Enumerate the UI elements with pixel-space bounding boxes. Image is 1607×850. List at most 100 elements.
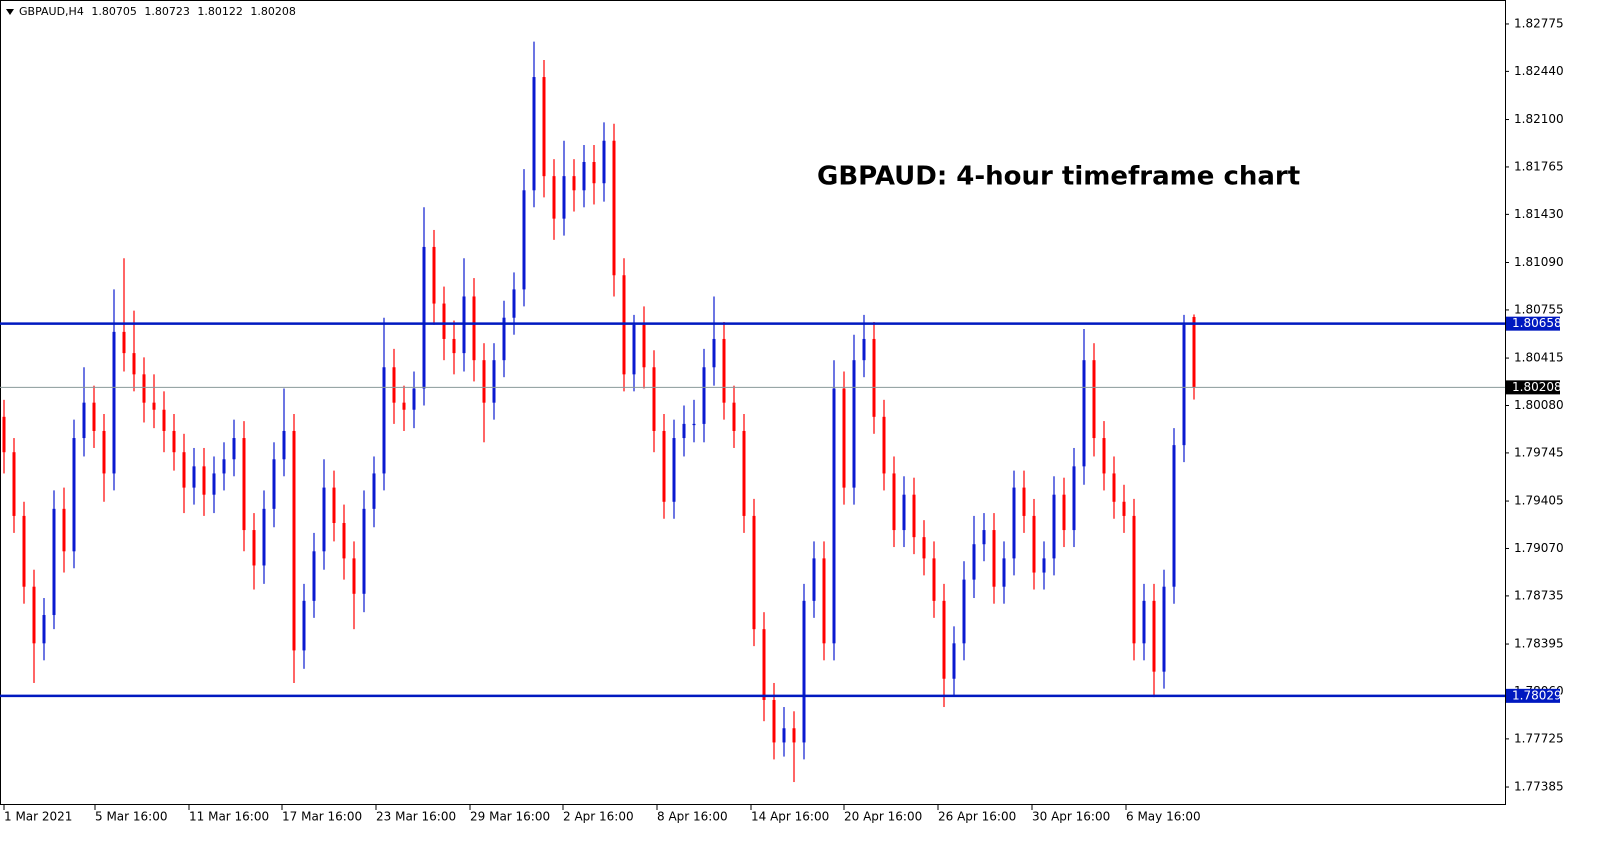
candle-body — [862, 338, 866, 361]
candle-body — [992, 530, 996, 587]
symbol: GBPAUD,H4 — [19, 5, 84, 18]
candle-body — [542, 77, 546, 177]
plot-frame — [0, 0, 1506, 805]
candle-body — [892, 473, 896, 531]
candle-body — [182, 452, 186, 488]
candle-body — [282, 430, 286, 460]
close-value: 1.80208 — [250, 5, 296, 18]
candle-body — [122, 331, 126, 354]
candle-body — [1102, 438, 1106, 474]
candle-body — [492, 360, 496, 403]
candle-body — [172, 430, 176, 453]
candle-body — [882, 416, 886, 474]
x-tick-label: 8 Apr 16:00 — [657, 810, 728, 824]
level-label: 1.80658 — [1512, 316, 1562, 330]
candle-body — [702, 367, 706, 424]
candle-body — [1182, 324, 1186, 446]
candle-body — [812, 558, 816, 601]
candle-body — [352, 558, 356, 594]
candle-body — [2, 416, 6, 453]
plot — [2, 41, 1196, 783]
candle-body — [1172, 445, 1176, 587]
header: GBPAUD,H4 1.80705 1.80723 1.80122 1.8020… — [19, 5, 296, 18]
candle-body — [692, 423, 696, 426]
open-value: 1.80705 — [91, 5, 137, 18]
candle-body — [512, 289, 516, 318]
candle-body — [472, 296, 476, 361]
candle-body — [832, 388, 836, 644]
candle-body — [362, 508, 366, 594]
candle-body — [792, 728, 796, 743]
candle-body — [1032, 515, 1036, 573]
level-label: 1.78029 — [1512, 688, 1562, 702]
candle-body — [802, 600, 806, 743]
current-price-box — [1506, 380, 1560, 395]
candle-body — [152, 402, 156, 410]
y-tick-label: 1.82440 — [1514, 64, 1564, 78]
candle-body — [502, 317, 506, 361]
candle-body — [752, 515, 756, 630]
y-tick-label: 1.79405 — [1514, 494, 1564, 508]
candle-body — [632, 324, 636, 375]
candle-body — [52, 508, 56, 616]
x-tick-label: 17 Mar 16:00 — [282, 810, 362, 824]
candle-body — [22, 515, 26, 587]
y-tick-label: 1.78735 — [1514, 588, 1564, 602]
candle-body — [932, 558, 936, 601]
candle-body — [522, 190, 526, 290]
candle-body — [562, 176, 566, 219]
candle-body — [332, 487, 336, 523]
y-tick-label: 1.80080 — [1514, 398, 1564, 412]
candle-body — [592, 161, 596, 184]
candle-body — [842, 388, 846, 488]
annotation-title: GBPAUD: 4-hour timeframe chart — [817, 162, 1300, 192]
candle-body — [482, 360, 486, 403]
candle-body — [1042, 558, 1046, 573]
candle-body — [1122, 501, 1126, 516]
candle-body — [42, 615, 46, 644]
y-tick-label: 1.77385 — [1514, 780, 1564, 794]
candle-body — [1192, 317, 1196, 388]
candle-body — [582, 161, 586, 191]
high-value: 1.80723 — [144, 5, 190, 18]
candle-body — [92, 402, 96, 431]
candle-body — [12, 452, 16, 516]
y-tick-label: 1.82100 — [1514, 112, 1564, 126]
x-tick-label: 5 Mar 16:00 — [95, 810, 168, 824]
candle-body — [82, 402, 86, 439]
candle-body — [302, 600, 306, 651]
x-tick-label: 2 Apr 16:00 — [563, 810, 634, 824]
candle-body — [772, 699, 776, 743]
candle-body — [612, 140, 616, 276]
candle-body — [1002, 558, 1006, 587]
candle-body — [222, 459, 226, 474]
candle-body — [212, 473, 216, 495]
candle-body — [852, 360, 856, 488]
candle-body — [432, 246, 436, 304]
candle-body — [242, 438, 246, 531]
candle-body — [142, 374, 146, 403]
candle-body — [942, 600, 946, 679]
candle-body — [912, 494, 916, 538]
candle-body — [822, 558, 826, 644]
candle-body — [272, 459, 276, 509]
candle-body — [1152, 600, 1156, 672]
candle-body — [112, 331, 116, 474]
candle-body — [872, 338, 876, 417]
candle-body — [652, 367, 656, 431]
candle-body — [102, 430, 106, 474]
candle-body — [1022, 487, 1026, 516]
candle-body — [1092, 360, 1096, 439]
candle-body — [962, 579, 966, 644]
candle-body — [252, 530, 256, 566]
candle-body — [392, 367, 396, 403]
candle-body — [1012, 487, 1016, 559]
current-price-label: 1.80208 — [1512, 380, 1562, 394]
candle-body — [982, 530, 986, 545]
candle-body — [322, 487, 326, 552]
candle-body — [1162, 586, 1166, 672]
candle-body — [132, 353, 136, 375]
candle-body — [922, 537, 926, 559]
candle-body — [712, 338, 716, 368]
